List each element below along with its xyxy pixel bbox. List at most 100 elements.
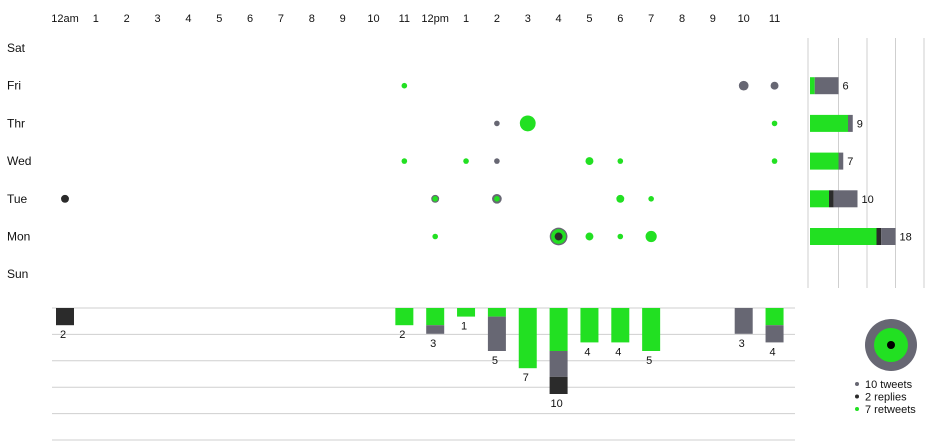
bubble-retweets bbox=[648, 196, 654, 202]
day-label: Thr bbox=[7, 116, 25, 130]
hour-label: 9 bbox=[710, 13, 716, 25]
hour-total-label: 4 bbox=[584, 346, 590, 358]
hour-bar-tweets bbox=[487, 316, 506, 351]
bubble-retweets bbox=[585, 232, 594, 241]
bubble-retweets bbox=[519, 115, 536, 132]
legend-label-replies: 2 replies bbox=[865, 392, 907, 404]
hour-label: 11 bbox=[769, 13, 780, 25]
hour-label: 4 bbox=[556, 13, 562, 25]
day-bar-retweets bbox=[810, 77, 815, 95]
hour-total-label: 1 bbox=[461, 321, 467, 333]
day-total-label: 10 bbox=[862, 194, 874, 206]
hour-label: 3 bbox=[525, 13, 531, 25]
hour-total-label: 10 bbox=[550, 398, 562, 410]
day-bar-tweets bbox=[848, 114, 853, 132]
day-label: Sun bbox=[7, 267, 28, 281]
day-total-label: 7 bbox=[847, 156, 853, 168]
hour-bar-retweets bbox=[549, 308, 568, 351]
legend-dot-retweets bbox=[855, 407, 859, 411]
hour-label: 5 bbox=[216, 13, 222, 25]
bubble-retweets bbox=[401, 158, 408, 164]
hour-labels: 12am 1 2 3 4 5 6 7 8 9 10 11 12pm 1 2 3 4 5 6 7 8 9 10 11 bbox=[51, 13, 780, 25]
hour-bar-retweets bbox=[426, 308, 445, 326]
day-bar-replies bbox=[876, 228, 882, 245]
hour-label: 1 bbox=[93, 13, 99, 25]
hour-label: 8 bbox=[309, 13, 315, 25]
bubble-retweets bbox=[617, 233, 624, 240]
hour-bar-retweets bbox=[518, 308, 537, 369]
legend-label-tweets: 10 tweets bbox=[865, 379, 913, 391]
day-bar-tweets bbox=[833, 190, 858, 208]
hour-label: 7 bbox=[278, 13, 284, 25]
bubble-tweets bbox=[494, 120, 500, 127]
bubble-retweets bbox=[401, 82, 408, 89]
legend-bubble-replies bbox=[887, 341, 895, 349]
hour-bar-replies bbox=[549, 376, 568, 394]
hour-label: 12am bbox=[51, 13, 79, 25]
hour-totals-bars: 2 2 3 1 5 7 10 4 4 5 3 4 bbox=[56, 308, 784, 410]
legend-dot-replies bbox=[855, 394, 859, 399]
day-label: Wed bbox=[7, 154, 31, 168]
bubble-replies bbox=[554, 232, 563, 241]
hour-total-label: 3 bbox=[739, 338, 745, 350]
day-bar-retweets bbox=[810, 152, 839, 170]
hour-bar-retweets bbox=[487, 308, 506, 317]
hour-label: 10 bbox=[367, 13, 379, 25]
bubble-retweets bbox=[432, 196, 439, 202]
day-bar-retweets bbox=[810, 114, 848, 132]
hour-bar-tweets bbox=[549, 351, 568, 377]
day-total-label: 9 bbox=[857, 118, 863, 130]
day-label: Fri bbox=[7, 79, 21, 93]
grid-layer bbox=[52, 38, 925, 441]
hour-label: 8 bbox=[679, 13, 685, 25]
hour-total-label: 4 bbox=[769, 346, 775, 358]
legend-label-retweets: 7 retweets bbox=[865, 404, 916, 416]
day-total-label: 18 bbox=[900, 232, 912, 244]
hour-label: 6 bbox=[247, 13, 253, 25]
hour-label: 2 bbox=[124, 13, 130, 25]
hour-label: 7 bbox=[648, 13, 654, 25]
hour-bar-tweets bbox=[734, 308, 753, 334]
bubble-retweets bbox=[432, 233, 439, 240]
hour-label: 2 bbox=[494, 13, 500, 25]
hour-total-label: 2 bbox=[399, 329, 405, 341]
day-label: Sat bbox=[7, 41, 26, 55]
day-bar-replies bbox=[829, 190, 834, 208]
hour-total-label: 2 bbox=[60, 329, 66, 341]
hour-total-label: 4 bbox=[615, 346, 621, 358]
day-bar-tweets bbox=[881, 228, 896, 245]
hour-bar-tweets bbox=[765, 325, 784, 343]
bubble-retweets bbox=[645, 230, 657, 243]
day-labels: Sat Fri Thr Wed Tue Mon Sun bbox=[7, 41, 31, 281]
day-bar-retweets bbox=[810, 228, 877, 245]
bubble-retweets bbox=[771, 158, 778, 164]
bubble-retweets bbox=[463, 158, 469, 164]
bubble-retweets bbox=[585, 157, 594, 166]
hour-label: 1 bbox=[463, 13, 469, 25]
hour-bar-replies bbox=[56, 308, 74, 326]
hour-label: 10 bbox=[738, 13, 750, 25]
hour-total-label: 5 bbox=[492, 355, 498, 367]
day-label: Tue bbox=[7, 192, 28, 206]
hour-bar-tweets bbox=[426, 325, 445, 334]
hour-bar-retweets bbox=[457, 308, 476, 317]
hour-bar-retweets bbox=[642, 308, 661, 351]
hour-bar-retweets bbox=[611, 308, 630, 343]
day-total-label: 6 bbox=[843, 81, 849, 93]
bubble-tweets bbox=[770, 81, 779, 90]
hour-label: 6 bbox=[617, 13, 623, 25]
bubble-retweets bbox=[771, 120, 778, 127]
day-bar-tweets bbox=[814, 77, 839, 95]
legend-dot-tweets bbox=[855, 382, 859, 386]
bubble-tweets bbox=[738, 80, 749, 91]
bubble-replies bbox=[61, 194, 69, 203]
hour-bar-retweets bbox=[580, 308, 599, 343]
hour-label: 5 bbox=[586, 13, 592, 25]
hour-total-label: 5 bbox=[646, 355, 652, 367]
hour-total-label: 7 bbox=[523, 372, 529, 384]
day-label: Mon bbox=[7, 230, 30, 244]
hour-label: 4 bbox=[185, 13, 191, 25]
hour-label: 9 bbox=[340, 13, 346, 25]
